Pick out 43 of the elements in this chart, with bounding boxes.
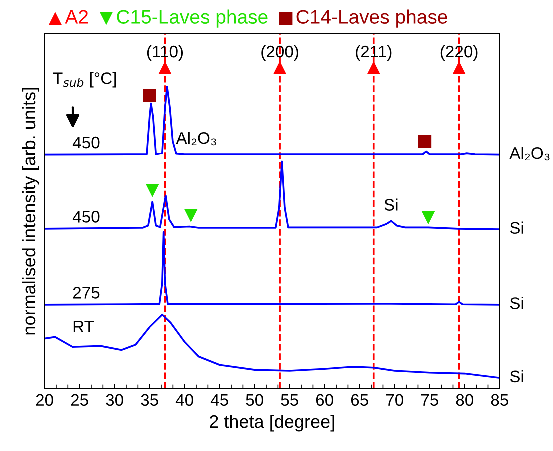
annotation: Si bbox=[510, 370, 524, 383]
series-label: 450 bbox=[72, 136, 100, 149]
point bbox=[367, 61, 380, 75]
annotation: (220) bbox=[440, 45, 478, 61]
y-axis-title: normalised intensity [arb. units] bbox=[22, 88, 40, 335]
x-tick-label: 80 bbox=[456, 394, 474, 406]
legend-label: A2 bbox=[65, 10, 88, 24]
point bbox=[273, 61, 287, 75]
x-tick-label: 55 bbox=[281, 394, 298, 406]
annotation: (200) bbox=[262, 45, 298, 61]
x-tick-label: 70 bbox=[386, 394, 404, 406]
point bbox=[143, 89, 156, 102]
annotation: Al₂O₃ bbox=[510, 147, 550, 161]
point bbox=[184, 209, 198, 222]
annotation: Al₂O₃ bbox=[176, 132, 216, 146]
x-tick-label: 50 bbox=[246, 394, 264, 406]
annotation: Si bbox=[510, 222, 524, 234]
x-tick-label: 45 bbox=[210, 394, 228, 406]
annotation: Si bbox=[510, 297, 524, 310]
annotation: T$_{sub}$ [°C] bbox=[53, 72, 116, 88]
x-tick-label: 85 bbox=[491, 394, 508, 406]
x-tick-label: 60 bbox=[316, 394, 334, 406]
point bbox=[422, 211, 436, 225]
legend-label: C14-Laves phase bbox=[296, 10, 448, 28]
legend-label: C15-Laves phase bbox=[117, 10, 268, 28]
point bbox=[418, 135, 432, 148]
series-label: RT bbox=[74, 321, 94, 332]
x-tick-label: 75 bbox=[421, 394, 438, 406]
point bbox=[452, 61, 466, 75]
x-tick-label: 40 bbox=[176, 394, 194, 406]
x-tick-label: 65 bbox=[351, 394, 368, 406]
x-tick-label: 30 bbox=[106, 394, 124, 406]
annotation: (211) bbox=[356, 45, 392, 61]
annotation: Si bbox=[384, 198, 398, 211]
series-label: 275 bbox=[73, 287, 100, 299]
point bbox=[158, 61, 172, 75]
annotation: (110) bbox=[147, 45, 184, 61]
x-tick-label: 20 bbox=[36, 394, 54, 406]
x-tick-label: 25 bbox=[71, 394, 88, 406]
x-tick-label: 35 bbox=[141, 394, 158, 406]
point bbox=[146, 184, 160, 198]
series-label: 450 bbox=[72, 211, 100, 223]
x-axis-title: 2 theta [degree] bbox=[210, 414, 334, 432]
